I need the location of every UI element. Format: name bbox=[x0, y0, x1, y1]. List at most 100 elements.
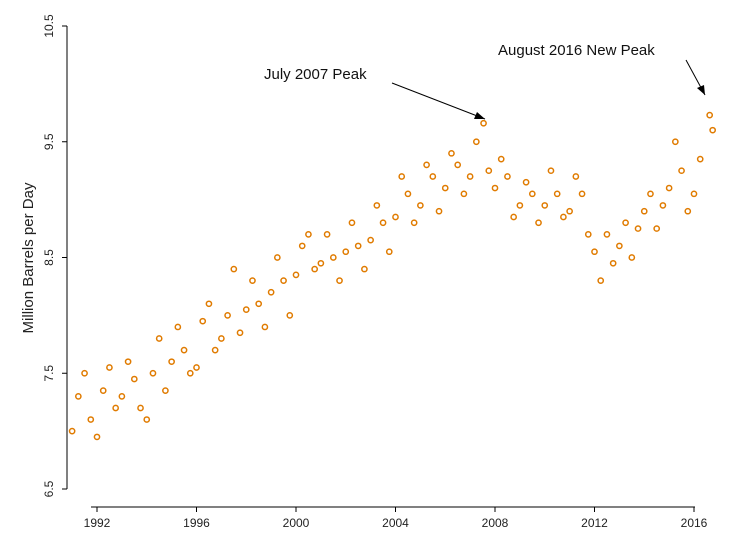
data-point bbox=[162, 387, 169, 394]
data-point bbox=[317, 259, 325, 267]
data-point bbox=[597, 277, 605, 284]
data-point bbox=[578, 190, 586, 198]
data-point bbox=[174, 323, 182, 331]
data-point bbox=[709, 126, 717, 134]
data-point bbox=[379, 219, 387, 227]
data-point bbox=[168, 358, 175, 366]
data-point bbox=[634, 225, 642, 232]
data-point bbox=[305, 231, 312, 238]
data-point bbox=[292, 271, 300, 279]
data-point bbox=[560, 213, 567, 221]
data-point bbox=[497, 155, 505, 163]
data-point bbox=[385, 248, 393, 256]
data-point bbox=[480, 119, 487, 127]
data-point bbox=[535, 219, 542, 227]
data-point bbox=[180, 346, 188, 354]
data-point bbox=[236, 329, 244, 337]
data-point bbox=[211, 346, 219, 354]
y-tick-label: 7.5 bbox=[42, 365, 56, 382]
data-point bbox=[199, 317, 207, 325]
data-point bbox=[118, 393, 126, 400]
y-tick-label: 9.5 bbox=[42, 133, 56, 150]
y-tick-label: 10.5 bbox=[42, 14, 56, 38]
data-point bbox=[584, 231, 592, 238]
data-point bbox=[659, 202, 667, 209]
data-point bbox=[137, 404, 144, 412]
data-point bbox=[130, 375, 138, 383]
x-tick-label: 2012 bbox=[581, 516, 608, 530]
data-point bbox=[510, 213, 518, 221]
data-point bbox=[230, 265, 238, 273]
data-point bbox=[373, 202, 381, 209]
data-point bbox=[392, 213, 399, 221]
data-point bbox=[336, 277, 343, 284]
data-point bbox=[342, 248, 350, 256]
data-point bbox=[671, 138, 679, 146]
data-point bbox=[348, 219, 356, 227]
data-point bbox=[504, 173, 511, 180]
data-point bbox=[242, 306, 250, 313]
y-tick-label: 8.5 bbox=[42, 249, 56, 266]
annotation-2016-label: August 2016 New Peak bbox=[498, 42, 655, 59]
data-point bbox=[417, 202, 424, 209]
data-point bbox=[460, 190, 468, 198]
data-point bbox=[398, 173, 406, 180]
data-point bbox=[684, 207, 692, 215]
data-point bbox=[286, 312, 294, 319]
data-point bbox=[112, 404, 120, 412]
data-point bbox=[690, 190, 698, 198]
data-point bbox=[491, 184, 499, 192]
data-point bbox=[329, 254, 337, 261]
data-point bbox=[423, 161, 430, 169]
data-point bbox=[547, 167, 555, 175]
data-point bbox=[628, 254, 636, 261]
data-point bbox=[647, 190, 654, 198]
data-point bbox=[603, 231, 611, 238]
x-tick-label: 2008 bbox=[482, 516, 509, 530]
data-point bbox=[361, 265, 368, 273]
data-point bbox=[528, 190, 536, 198]
y-axis-title: Million Barrels per Day bbox=[20, 182, 37, 333]
data-point bbox=[454, 161, 462, 169]
x-tick-label: 1996 bbox=[183, 516, 210, 530]
data-point bbox=[622, 219, 629, 227]
data-point bbox=[566, 207, 573, 215]
data-point bbox=[186, 369, 194, 377]
data-point bbox=[429, 173, 437, 180]
x-ticks: 1992 1996 2000 2004 2008 2012 2016 bbox=[84, 507, 708, 530]
data-point bbox=[249, 277, 256, 284]
data-point bbox=[665, 184, 673, 192]
data-point bbox=[261, 323, 269, 331]
data-point bbox=[354, 242, 362, 250]
data-point bbox=[572, 173, 580, 180]
data-point bbox=[404, 190, 412, 198]
data-point bbox=[706, 111, 714, 119]
data-point bbox=[93, 433, 101, 441]
data-point bbox=[224, 312, 231, 319]
x-tick-label: 2016 bbox=[681, 516, 708, 530]
data-point bbox=[267, 288, 275, 296]
data-point bbox=[74, 393, 82, 400]
data-point bbox=[106, 364, 113, 371]
data-point bbox=[68, 427, 76, 435]
data-point bbox=[280, 277, 287, 284]
data-point bbox=[485, 167, 493, 175]
data-point bbox=[87, 416, 95, 423]
data-point bbox=[143, 416, 151, 423]
data-point bbox=[640, 207, 648, 215]
data-point bbox=[124, 358, 132, 366]
data-point bbox=[522, 178, 530, 186]
data-point bbox=[205, 300, 213, 308]
annotations: July 2007 Peak August 2016 New Peak bbox=[264, 42, 706, 120]
data-point bbox=[193, 364, 200, 371]
data-point bbox=[410, 219, 418, 227]
data-point bbox=[541, 202, 549, 209]
data-point bbox=[609, 259, 617, 267]
data-point bbox=[678, 167, 685, 175]
annotation-2016-arrowhead bbox=[697, 85, 705, 95]
data-point bbox=[298, 242, 306, 250]
data-point bbox=[696, 155, 704, 163]
data-point bbox=[516, 202, 524, 209]
data-point bbox=[448, 149, 455, 157]
